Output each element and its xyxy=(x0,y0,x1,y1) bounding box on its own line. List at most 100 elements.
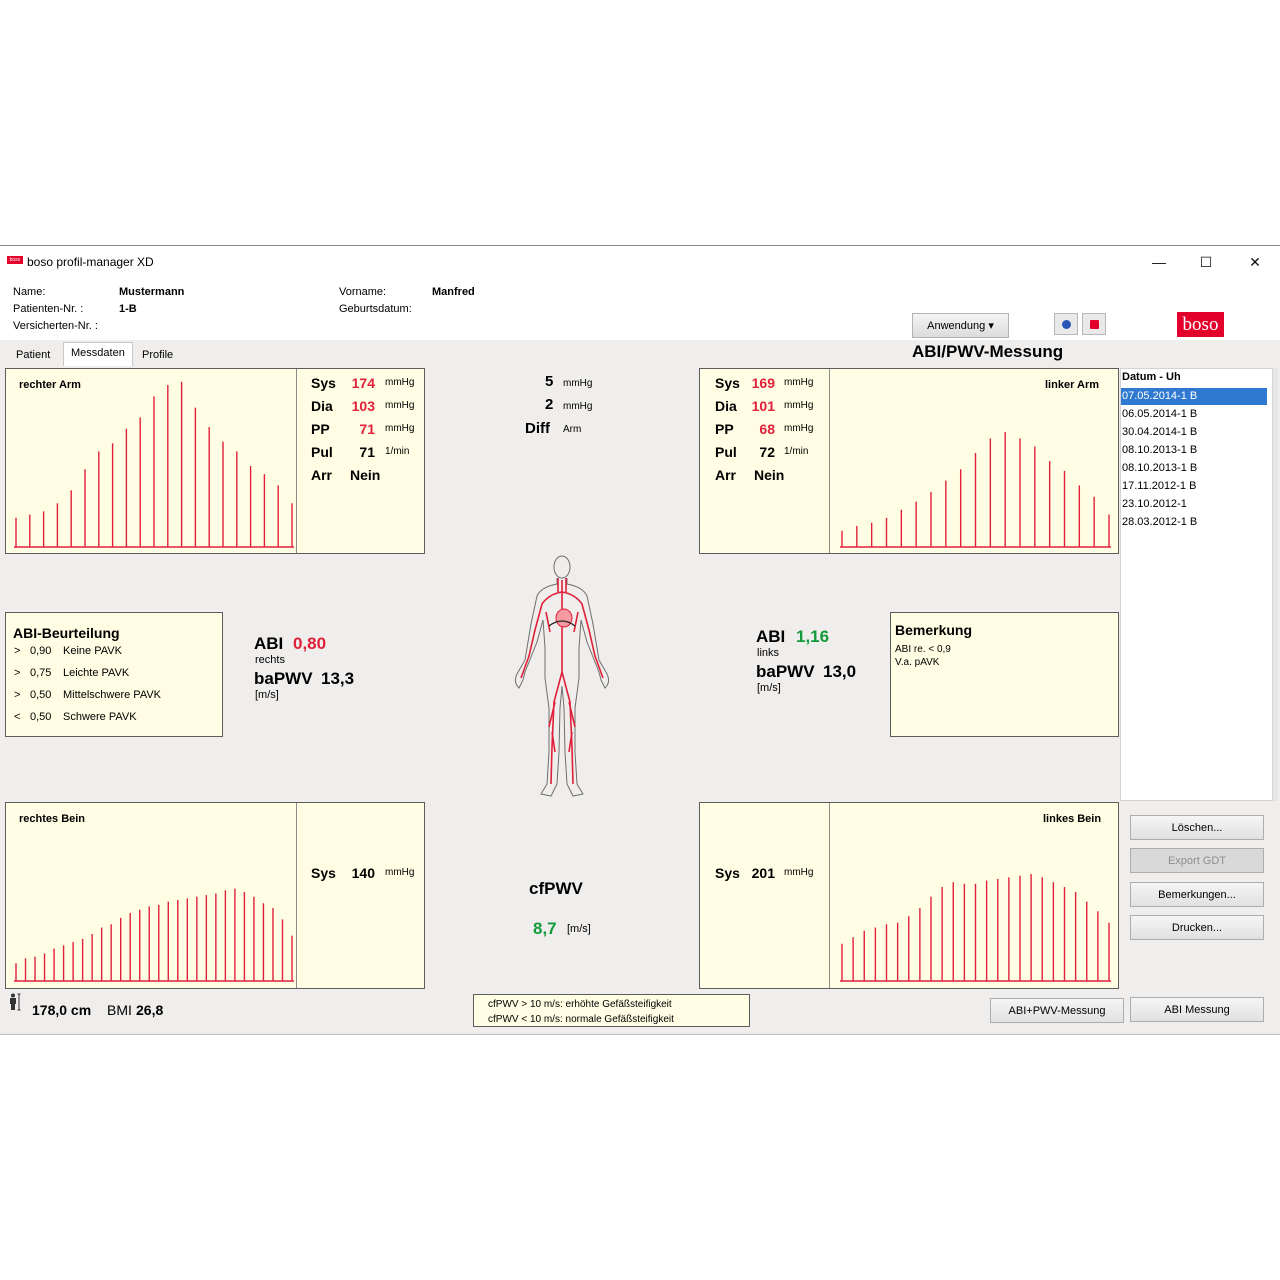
name-value: Mustermann xyxy=(119,286,185,298)
left-arm-arr-value: Nein xyxy=(754,467,785,483)
diff-unit: Arm xyxy=(563,424,582,435)
patient-nr-label: Patienten-Nr. : xyxy=(13,303,84,315)
history-scrollbar[interactable] xyxy=(1273,368,1278,801)
right-arm-arr-value: Nein xyxy=(350,467,381,483)
measurement-history-list[interactable]: Datum - Uh 07.05.2014-1 B 06.05.2014-1 B… xyxy=(1120,368,1273,801)
bapwv-right-label: baPWV xyxy=(254,669,313,688)
print-button[interactable]: Drucken... xyxy=(1130,915,1264,940)
history-item[interactable]: 06.05.2014-1 B xyxy=(1122,408,1198,420)
tab-profile[interactable]: Profile xyxy=(142,349,174,361)
left-arm-pul-value: 72 xyxy=(759,444,775,460)
right-leg-panel: rechtes Bein Sys 140 mmHg xyxy=(5,802,425,989)
left-arm-dia-value: 101 xyxy=(751,398,775,414)
abi-scale-value: 0,90 xyxy=(30,645,52,657)
dia-key: Dia xyxy=(715,398,737,414)
history-item[interactable]: 08.10.2013-1 B xyxy=(1122,462,1198,474)
help-icon xyxy=(1062,320,1071,329)
sys-unit: mmHg xyxy=(784,377,814,388)
panel-divider xyxy=(296,803,297,988)
export-gdt-button[interactable]: Export GDT xyxy=(1130,848,1264,873)
history-header[interactable]: Datum - Uh xyxy=(1122,371,1181,383)
history-item[interactable]: 23.10.2012-1 xyxy=(1122,498,1187,510)
app-window: boso boso profil-manager XD — ☐ ✕ Name: … xyxy=(0,245,1280,1035)
sys-unit: mmHg xyxy=(385,377,415,388)
anwendung-dropdown[interactable]: Anwendung ▾ xyxy=(912,313,1009,338)
left-arm-pp-value: 68 xyxy=(759,421,775,437)
remark-title: Bemerkung xyxy=(895,622,973,638)
abi-scale-value: 0,75 xyxy=(30,667,52,679)
panel-divider xyxy=(829,369,830,553)
window-title: boso profil-manager XD xyxy=(27,255,154,269)
abi-scale-text: Keine PAVK xyxy=(63,645,122,657)
remark-panel: Bemerkung ABI re. < 0,9 V.a. pAVK xyxy=(890,612,1119,737)
right-leg-pulse-chart xyxy=(14,888,294,982)
abi-right-value: 0,80 xyxy=(293,634,327,653)
patient-header: Name: Mustermann Patienten-Nr. : 1-B Ver… xyxy=(0,278,1280,361)
right-arm-dia-value: 103 xyxy=(351,398,375,414)
pul-key: Pul xyxy=(311,444,333,460)
maximize-button[interactable]: ☐ xyxy=(1199,254,1213,270)
vorname-value: Manfred xyxy=(432,286,475,298)
bapwv-left-value: 13,0 xyxy=(823,662,857,681)
pp-key: PP xyxy=(311,421,330,437)
left-arm-panel: linker Arm Sys 169 mmHg Dia 101 mmHg PP … xyxy=(699,368,1119,554)
body-arteries-illustration xyxy=(514,555,610,797)
cfpwv-legend: cfPWV > 10 m/s: erhöhte Gefäßsteifigkeit… xyxy=(473,994,750,1027)
left-leg-sys-value: 201 xyxy=(751,865,775,881)
pul-key: Pul xyxy=(715,444,737,460)
left-arm-label: linker Arm xyxy=(1045,379,1100,391)
sys-unit: mmHg xyxy=(784,867,814,878)
title-bar: boso boso profil-manager XD — ☐ ✕ xyxy=(0,246,1280,278)
close-button[interactable]: ✕ xyxy=(1249,254,1261,270)
geburtsdatum-label: Geburtsdatum: xyxy=(339,303,412,315)
sys-diff-value: 5 xyxy=(545,373,554,390)
info-button[interactable] xyxy=(1082,313,1106,335)
cfpwv-legend-line: cfPWV > 10 m/s: erhöhte Gefäßsteifigkeit xyxy=(488,999,672,1010)
tab-patient[interactable]: Patient xyxy=(16,349,51,361)
history-item[interactable]: 07.05.2014-1 B xyxy=(1121,388,1267,405)
history-item[interactable]: 17.11.2012-1 B xyxy=(1122,480,1197,492)
arr-key: Arr xyxy=(715,467,737,483)
name-label: Name: xyxy=(13,286,46,298)
remarks-button[interactable]: Bemerkungen... xyxy=(1130,882,1264,907)
boso-logo: boso xyxy=(1177,312,1224,337)
abi-scale-op: > xyxy=(14,667,21,679)
abi-left-value: 1,16 xyxy=(796,627,830,646)
person-height-icon xyxy=(10,993,21,1011)
abi-pwv-measure-button[interactable]: ABI+PWV-Messung xyxy=(990,998,1124,1023)
panel-divider xyxy=(829,803,830,988)
bmi-label: BMI xyxy=(107,1002,132,1018)
pp-unit: mmHg xyxy=(784,423,814,434)
dia-unit: mmHg xyxy=(385,400,415,411)
left-leg-panel: linkes Bein Sys 201 mmHg xyxy=(699,802,1119,989)
history-item[interactable]: 30.04.2014-1 B xyxy=(1122,426,1198,438)
patient-nr-value: 1-B xyxy=(119,303,137,315)
minimize-button[interactable]: — xyxy=(1152,254,1166,270)
bmi-value: 26,8 xyxy=(136,1002,164,1018)
diff-label: Diff xyxy=(525,420,550,437)
pul-unit: 1/min xyxy=(784,446,809,457)
dia-unit: mmHg xyxy=(784,400,814,411)
sys-key: Sys xyxy=(311,865,336,881)
history-item[interactable]: 08.10.2013-1 B xyxy=(1122,444,1198,456)
sys-unit: mmHg xyxy=(385,867,415,878)
cfpwv-unit: [m/s] xyxy=(567,923,591,935)
abi-measure-button[interactable]: ABI Messung xyxy=(1130,997,1264,1022)
abi-scale-title: ABI-Beurteilung xyxy=(13,625,120,641)
delete-button[interactable]: Löschen... xyxy=(1130,815,1264,840)
right-arm-panel: rechter Arm Sys 174 mmHg Dia 103 mmHg PP… xyxy=(5,368,425,554)
arr-key: Arr xyxy=(311,467,333,483)
tab-messdaten[interactable]: Messdaten xyxy=(63,342,133,366)
app-title: ABI/PWV-Messung xyxy=(912,342,1064,361)
abi-scale-text: Schwere PAVK xyxy=(63,711,137,723)
dia-key: Dia xyxy=(311,398,333,414)
tab-bar: Patient Messdaten Profile xyxy=(0,340,1280,366)
help-button[interactable] xyxy=(1054,313,1078,335)
pul-unit: 1/min xyxy=(385,446,410,457)
right-arm-label: rechter Arm xyxy=(19,379,81,391)
abi-scale-value: 0,50 xyxy=(30,689,52,701)
abi-left-side: links xyxy=(757,647,780,659)
abi-scale-op: > xyxy=(14,689,21,701)
cuff-icon xyxy=(548,620,576,627)
history-item[interactable]: 28.03.2012-1 B xyxy=(1122,516,1198,528)
